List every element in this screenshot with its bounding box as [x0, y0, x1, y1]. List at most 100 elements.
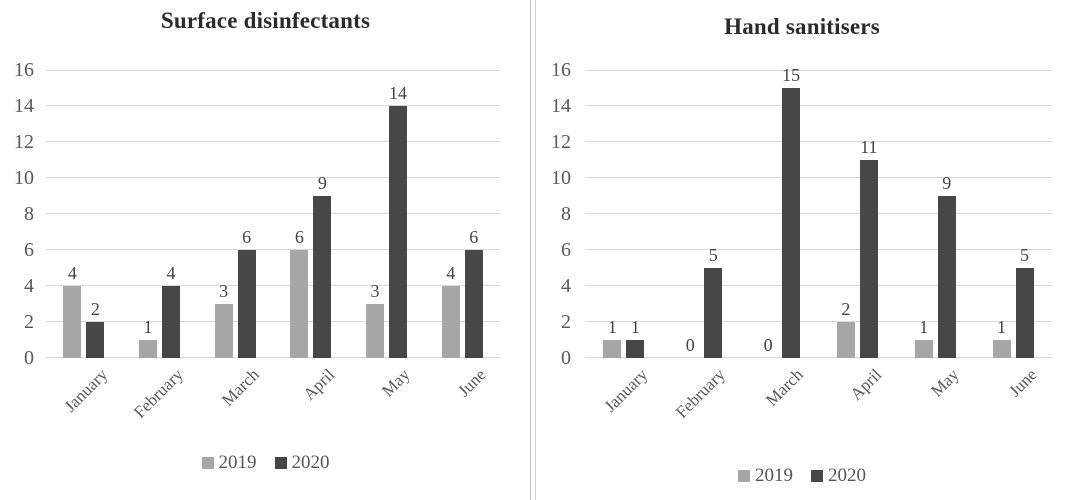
- y-axis: 0 2 4 6 8 10 12 14 16: [537, 59, 577, 369]
- y-tick-label: 14: [551, 95, 571, 117]
- bar-value-label: 4: [446, 263, 456, 283]
- y-tick-label: 16: [14, 59, 34, 81]
- chart-title: Surface disinfectants: [160, 8, 371, 33]
- x-category-label: June: [1005, 365, 1041, 401]
- x-category-label: January: [60, 365, 112, 416]
- bar-2019: 3: [214, 70, 233, 358]
- bar-value-label: 1: [607, 317, 617, 337]
- x-category-cell: March: [741, 360, 819, 424]
- bar-value-label: 5: [708, 245, 718, 265]
- bar-fill: [836, 322, 855, 358]
- gridline: [585, 105, 1052, 106]
- bar-fill: [214, 304, 233, 358]
- x-category-label: April: [299, 365, 339, 404]
- bar-2019: 4: [63, 70, 82, 358]
- bar-fill: [162, 286, 180, 358]
- bar-2020: 5: [704, 70, 723, 358]
- chart-hand-sanitisers: Hand sanitisers 0 2 4 6 8 10 12 14 16 1 1 0 5 0 15 2 11…: [537, 0, 1067, 500]
- bar-fill: [937, 196, 956, 358]
- x-category-cell: May: [349, 360, 425, 424]
- legend-swatch: [811, 470, 823, 482]
- bar-2020: 15: [782, 66, 801, 358]
- gridline: [585, 357, 1052, 358]
- bar-value-label: 0: [685, 335, 695, 355]
- bar-value-label: 0: [763, 335, 773, 355]
- x-category-cell: June: [424, 360, 500, 424]
- y-tick-label: 6: [24, 239, 34, 261]
- x-category-label: April: [846, 365, 885, 404]
- bar-fill: [782, 88, 801, 358]
- x-category-cell: January: [585, 360, 663, 424]
- y-tick-label: 8: [24, 203, 34, 225]
- bar-value-label: 1: [143, 317, 153, 337]
- x-category-cell: May: [896, 360, 974, 424]
- bar-value-label: 1: [997, 317, 1007, 337]
- gridline: [46, 249, 500, 250]
- bar-fill: [464, 250, 483, 358]
- gridline: [585, 249, 1052, 250]
- bar-value-label: 1: [919, 317, 929, 337]
- gridline: [46, 285, 500, 286]
- bar-fill: [859, 160, 878, 358]
- bar-2019: 1: [603, 70, 622, 358]
- gridline: [46, 213, 500, 214]
- bar-value-label: 11: [860, 137, 878, 157]
- bar-value-label: 3: [370, 281, 380, 301]
- bar-fill: [1015, 268, 1034, 358]
- y-tick-label: 10: [551, 167, 571, 189]
- gridline: [46, 177, 500, 178]
- y-tick-label: 16: [551, 59, 571, 81]
- legend-label: 2019: [755, 465, 793, 486]
- y-tick-label: 14: [14, 95, 34, 117]
- x-category-cell: January: [46, 360, 122, 424]
- bar-value-label: 3: [219, 281, 229, 301]
- x-category-cell: April: [818, 360, 896, 424]
- legend-entry-2019: 2019: [738, 465, 793, 487]
- plot-area: 4 2 1 4 3 6 6 9 3 14 4 6: [46, 70, 500, 358]
- bar-value-label: 6: [242, 227, 252, 247]
- y-tick-label: 8: [561, 203, 571, 225]
- x-category-cell: June: [974, 360, 1052, 424]
- plot-area: 1 1 0 5 0 15 2 11 1 9 1 5: [585, 66, 1052, 358]
- y-tick-label: 4: [24, 275, 34, 297]
- legend-label: 2020: [291, 452, 330, 473]
- legend-swatch: [274, 457, 287, 469]
- chart-title: Hand sanitisers: [724, 14, 880, 39]
- y-tick-label: 0: [24, 347, 34, 369]
- bar-2019: 6: [290, 70, 309, 358]
- x-category-label: January: [600, 365, 652, 416]
- y-axis: 0 2 4 6 8 10 12 14 16: [0, 59, 40, 369]
- bar-group: 2 11: [818, 70, 896, 358]
- gridline: [46, 70, 500, 71]
- bar-2020: 2: [86, 70, 105, 358]
- y-tick-label: 12: [551, 131, 571, 153]
- bar-value-label: 9: [317, 173, 327, 193]
- y-tick-label: 12: [14, 131, 34, 153]
- legend-label: 2019: [218, 452, 257, 473]
- gridline: [585, 321, 1052, 322]
- bar-fill: [366, 304, 385, 358]
- bar-2019: 1: [914, 70, 933, 358]
- bar-fill: [237, 250, 256, 358]
- legend-entry-2020: 2020: [811, 465, 866, 487]
- bar-fill: [389, 106, 408, 358]
- gridline: [46, 141, 500, 142]
- bar-2020: 5: [1015, 70, 1034, 358]
- x-category-label: March: [217, 365, 263, 410]
- x-axis-labels: January February March April May June: [46, 360, 500, 424]
- legend-swatch: [738, 470, 750, 482]
- bar-2019: 1: [139, 70, 157, 358]
- bar-2019: 0: [759, 70, 777, 358]
- bar-groups: 1 1 0 5 0 15 2 11 1 9 1 5: [585, 66, 1052, 358]
- bar-2020: 6: [464, 70, 483, 358]
- bar-2020: 4: [162, 70, 180, 358]
- x-category-cell: February: [122, 360, 198, 424]
- bar-value-label: 4: [67, 263, 77, 283]
